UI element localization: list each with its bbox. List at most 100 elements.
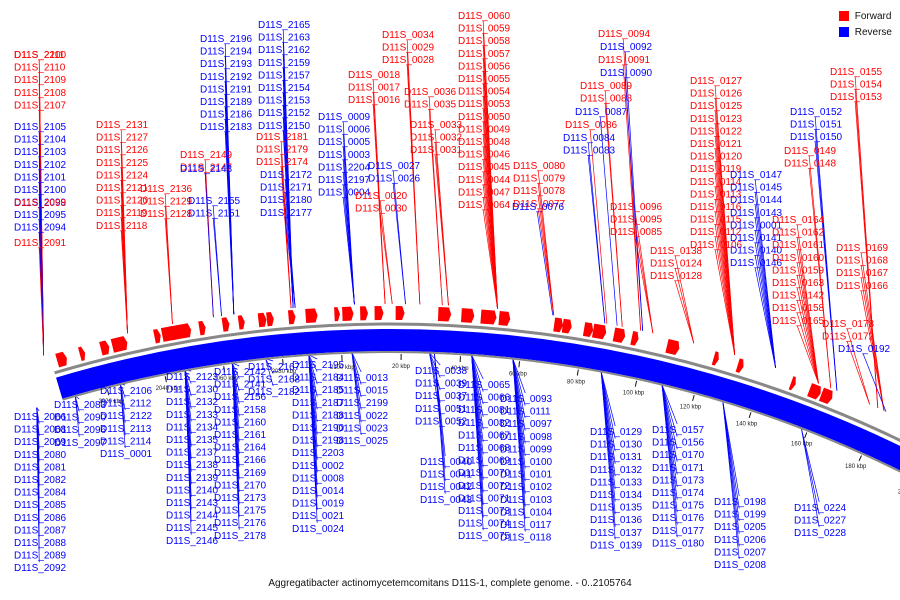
gene-label: D11S_0205 <box>714 522 767 533</box>
gene-label: D11S_2089 <box>14 551 67 562</box>
gene-label: D11S_0106 <box>690 240 743 251</box>
gene-label: D11S_0177 <box>652 526 705 537</box>
scale-tick-2 <box>223 366 226 373</box>
leader-line <box>512 358 526 394</box>
gene-label: D11S_0135 <box>590 503 643 514</box>
scale-tick-10 <box>692 394 695 402</box>
leader-line <box>120 383 126 398</box>
gene-label: D11S_2128 <box>140 209 193 220</box>
scale-tick-label-4: 2100 kbp <box>330 365 355 371</box>
gene-label: D11S_0103 <box>500 495 553 506</box>
legend-reverse: Reverse <box>838 24 892 40</box>
scale-tick-label-14: 200 kbp <box>898 490 900 496</box>
gene-label: D11S_2194 <box>200 47 253 58</box>
gene-label: D11S_0156 <box>652 438 705 449</box>
gene-label: D11S_0051 <box>415 404 468 415</box>
gene-label: D11S_0145 <box>730 183 783 194</box>
scale-tick-label-3: 2080 kbp <box>272 369 297 375</box>
forward-gene-feature-19 <box>374 306 384 321</box>
gene-label: D11S_2130 <box>166 385 219 396</box>
gene-label: D11S_0090 <box>600 68 653 79</box>
gene-label: D11S_2186 <box>200 110 253 121</box>
gene-label: D11S_0137 <box>590 528 643 539</box>
gene-label: D11S_2166 <box>214 455 267 466</box>
gene-label: D11S_0159 <box>772 265 825 276</box>
gene-label: D11S_0144 <box>730 195 783 206</box>
gene-label: D11S_2158 <box>214 405 267 416</box>
gene-label: D11S_0149 <box>784 146 837 157</box>
leader-line <box>796 275 819 384</box>
forward-gene-feature-0 <box>55 351 67 368</box>
gene-label: D11S_0056 <box>458 61 511 72</box>
forward-gene-feature-21 <box>437 306 452 322</box>
gene-label: D11S_0032 <box>410 133 463 144</box>
gene-label: D11S_0057 <box>458 49 511 60</box>
leader-line <box>471 354 484 380</box>
forward-gene-feature-30 <box>612 327 626 343</box>
leader-line <box>600 371 616 540</box>
leader-line <box>800 428 820 528</box>
gene-label: D11S_0086 <box>565 120 618 131</box>
gene-label: D11S_0006 <box>318 125 371 136</box>
forward-gene-feature-35 <box>788 376 796 391</box>
scale-tick-12 <box>804 432 808 439</box>
leader-line <box>512 358 526 406</box>
gene-label: D11S_0046 <box>458 150 511 161</box>
gene-label: D11S_0044 <box>458 175 511 186</box>
scale-tick-label-9: 100 kbp <box>623 391 645 397</box>
leader-line <box>846 341 870 405</box>
gene-label: D11S_2155 <box>188 196 241 207</box>
leader-line <box>342 197 355 305</box>
gene-label: D11S_0113 <box>690 189 742 200</box>
gene-label: D11S_2137 <box>166 448 219 459</box>
scale-tick-7 <box>518 361 521 368</box>
gene-label: D11S_0068 <box>458 443 511 454</box>
leader-line <box>674 255 695 344</box>
gene-label: D11S_2143 <box>166 498 219 509</box>
leader-line <box>471 354 484 392</box>
gene-label: D11S_0172 <box>822 332 875 343</box>
leader-line <box>38 247 45 356</box>
gene-label: D11S_0077 <box>513 199 566 210</box>
gene-label: D11S_0100 <box>500 457 553 468</box>
gene-label: D11S_0047 <box>458 187 511 198</box>
leader-line <box>661 384 678 450</box>
leader-line <box>308 354 318 523</box>
leader-line <box>308 354 318 385</box>
scale-tick-label-12: 160 kbp <box>791 442 813 448</box>
gene-label: D11S_0071 <box>458 493 511 504</box>
gene-label: D11S_0192 <box>838 344 891 355</box>
scale-tick-label-6: 40 kbp <box>451 366 470 372</box>
gene-label: D11S_2189 <box>200 97 253 108</box>
gene-label: D11S_0158 <box>772 303 825 314</box>
gene-label: D11S_0009 <box>318 112 371 123</box>
gene-label: D11S_0005 <box>318 137 371 148</box>
gene-label: D11S_0180 <box>652 538 705 549</box>
forward-gene-feature-36 <box>807 383 821 400</box>
leader-line <box>428 109 443 306</box>
gene-label: D11S_2138 <box>166 460 219 471</box>
gene-label: D11S_2106 <box>100 386 153 397</box>
reverse-strand-band <box>56 329 900 471</box>
gene-label: D11S_0048 <box>458 137 511 148</box>
gene-label: D11S_0014 <box>292 486 345 497</box>
scale-tick-label-13: 180 kbp <box>845 464 867 470</box>
gene-label: D11S_0060 <box>458 11 511 22</box>
gene-label: D11S_2123 <box>166 372 219 383</box>
leader-line <box>634 224 654 334</box>
gene-label: D11S_0013 <box>336 373 389 384</box>
gene-label: D11S_2100 <box>14 185 67 196</box>
forward-gene-feature-8 <box>180 323 192 339</box>
gene-label: D11S_0050 <box>458 112 511 123</box>
gene-label: D11S_0043 <box>420 495 473 506</box>
gene-label: D11S_0073 <box>458 506 511 517</box>
gene-label: D11S_2204 <box>318 162 371 173</box>
gene-label: D11S_0024 <box>292 524 345 535</box>
forward-gene-feature-25 <box>498 311 511 326</box>
forward-gene-feature-26 <box>553 317 564 333</box>
leader-line <box>429 352 441 391</box>
leader-line <box>661 384 678 462</box>
gene-label: D11S_0168 <box>836 256 889 267</box>
gene-label: D11S_2087 <box>14 525 67 536</box>
